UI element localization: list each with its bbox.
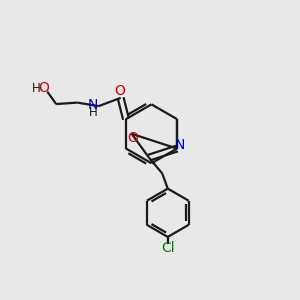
Text: O: O (128, 131, 138, 145)
Text: O: O (114, 84, 124, 98)
Text: Cl: Cl (161, 241, 175, 255)
Text: N: N (88, 98, 98, 112)
Text: H: H (89, 106, 98, 119)
Text: N: N (174, 138, 184, 152)
Text: O: O (38, 81, 49, 95)
Text: H: H (32, 82, 40, 95)
